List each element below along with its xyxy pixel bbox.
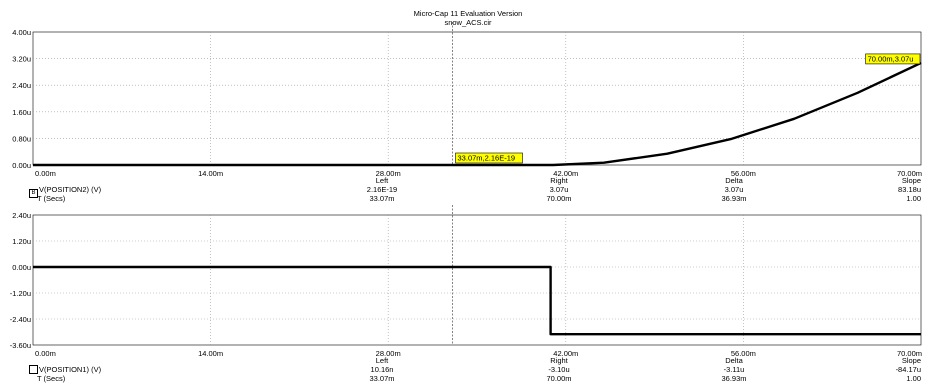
col-header-slope: Slope [901,356,921,365]
trace-select-box[interactable] [29,365,38,374]
trace-slope-value: -84.17u [895,365,921,374]
y-tick-label: 0.00u [12,161,31,170]
x-slope-value: 1.00 [906,374,921,383]
plot-frame [32,31,922,166]
x-slope-value: 1.00 [906,194,921,203]
x-right-value: 70.00m [546,374,572,383]
x-tick-label: 28.00m [376,169,401,178]
annotation-label: 33.07m,2.16E-19 [458,154,516,163]
col-header-left: Left [375,356,389,365]
col-header-right: Right [550,176,568,185]
x-tick-label: 70.00m [897,349,922,358]
y-tick-label: -3.60u [10,341,31,350]
x-tick-label: 0.00m [35,349,56,358]
x-delta-value: 36.93m [721,194,747,203]
x-left-value: 33.07m [369,194,395,203]
col-header-delta: Delta [725,176,743,185]
x-tick-label: 56.00m [731,169,756,178]
y-tick-label: 1.20u [12,237,31,246]
x-tick-label: 14.00m [198,349,223,358]
bottom-chart[interactable]: 0.00m 14.00m 28.00m 42.00m 56.00m 70.00m -3.60… [10,205,922,358]
col-header-left: Left [375,176,389,185]
window-title: Micro-Cap 11 Evaluation Version [413,9,523,18]
annotation-label: 70.00m,3.07u [868,54,914,63]
x-tick-label: 28.00m [376,349,401,358]
y-tick-label: -1.20u [10,289,31,298]
x-tick-label: 70.00m [897,169,922,178]
circuit-file-name: snow_ACS.cir [444,18,492,27]
x-tick-label: 56.00m [731,349,756,358]
x-tick-label: 42.00m [553,169,578,178]
col-header-right: Right [550,356,568,365]
trace-name: V(POSITION2) (V) [39,185,102,194]
trace-label-position2[interactable]: B V(POSITION2) (V) [29,185,101,198]
trace-label-position1[interactable]: V(POSITION1) (V) [29,365,101,374]
x-tick-label: 0.00m [35,169,56,178]
trace-slope-value: 83.18u [898,185,921,194]
y-tick-label: 0.80u [12,134,31,143]
x-axis-label: T (Secs) [37,194,66,203]
x-right-value: 70.00m [546,194,572,203]
x-delta-value: 36.93m [721,374,747,383]
col-header-slope: Slope [901,176,921,185]
y-tick-label: 2.40u [12,211,31,220]
col-header-delta: Delta [725,356,743,365]
y-tick-label: 0.00u [12,263,31,272]
trace-name: V(POSITION1) (V) [39,365,102,374]
annotation-box [865,53,921,65]
x-left-value: 33.07m [369,374,395,383]
trace-left-value: 2.16E-19 [366,185,398,194]
y-tick-label: 2.40u [12,81,31,90]
y-tick-label: 4.00u [12,28,31,37]
y-tick-label: -2.40u [10,315,31,324]
trace-right-value: 3.07u [549,185,569,194]
top-chart[interactable]: 0.00m 14.00m 28.00m 42.00m 56.00m 70.00m 0.00u… [12,22,922,178]
trace-delta-value: 3.07u [724,185,744,194]
x-tick-label: 14.00m [198,169,223,178]
series-line [33,61,922,167]
annotation-box [455,152,523,164]
series-line [33,265,921,336]
plot-frame [32,214,922,346]
trace-left-value: 10.16n [370,365,394,374]
trace-right-value: -3.10u [548,365,570,374]
y-tick-label: 1.60u [12,108,31,117]
trace-delta-value: -3.11u [723,365,745,374]
y-tick-label: 3.20u [12,55,31,64]
x-tick-label: 42.00m [553,349,578,358]
x-axis-label: T (Secs) [37,374,66,383]
trace-select-box[interactable]: B [29,189,38,198]
